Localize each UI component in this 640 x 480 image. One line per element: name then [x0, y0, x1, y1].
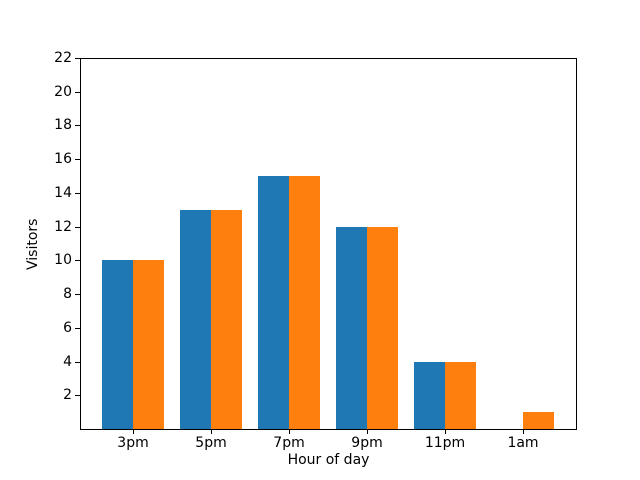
y-tick-label: 12 — [54, 219, 72, 235]
x-axis-label: Hour of day — [287, 452, 370, 468]
orange-series-bar — [523, 412, 555, 429]
blue-series-bar — [335, 226, 367, 429]
x-tick-mark — [367, 429, 368, 434]
x-tick-mark — [289, 429, 290, 434]
y-tick-label: 4 — [63, 354, 72, 370]
y-tick-mark — [75, 227, 80, 228]
x-tick-mark — [445, 429, 446, 434]
y-tick-mark — [75, 125, 80, 126]
blue-series-bar — [179, 209, 211, 429]
y-tick-label: 2 — [63, 387, 72, 403]
y-tick-mark — [75, 395, 80, 396]
x-tick-label: 5pm — [195, 435, 227, 451]
y-tick-label: 10 — [54, 252, 72, 268]
y-tick-mark — [75, 193, 80, 194]
blue-series-bar — [413, 361, 445, 429]
y-tick-mark — [75, 260, 80, 261]
x-tick-label: 7pm — [273, 435, 305, 451]
y-tick-label: 8 — [63, 286, 72, 302]
y-axis-label: Visitors — [25, 218, 41, 270]
blue-series-bar — [101, 260, 133, 429]
y-tick-label: 18 — [54, 117, 72, 133]
y-tick-label: 22 — [54, 50, 72, 66]
y-tick-mark — [75, 159, 80, 160]
y-tick-mark — [75, 294, 80, 295]
y-tick-label: 14 — [54, 185, 72, 201]
x-tick-mark — [211, 429, 212, 434]
orange-series-bar — [367, 226, 399, 429]
y-tick-mark — [75, 362, 80, 363]
x-tick-mark — [523, 429, 524, 434]
x-tick-label: 1am — [507, 435, 539, 451]
plot-area — [80, 58, 577, 430]
y-tick-mark — [75, 58, 80, 59]
y-tick-label: 20 — [54, 84, 72, 100]
orange-series-bar — [289, 176, 321, 429]
orange-series-bar — [133, 260, 165, 429]
y-tick-label: 16 — [54, 151, 72, 167]
x-tick-label: 3pm — [117, 435, 149, 451]
y-tick-mark — [75, 328, 80, 329]
orange-series-bar — [445, 361, 477, 429]
y-tick-mark — [75, 92, 80, 93]
y-tick-label: 6 — [63, 320, 72, 336]
x-tick-label: 11pm — [424, 435, 466, 451]
blue-series-bar — [257, 176, 289, 429]
x-tick-label: 9pm — [351, 435, 383, 451]
orange-series-bar — [211, 209, 243, 429]
x-tick-mark — [133, 429, 134, 434]
